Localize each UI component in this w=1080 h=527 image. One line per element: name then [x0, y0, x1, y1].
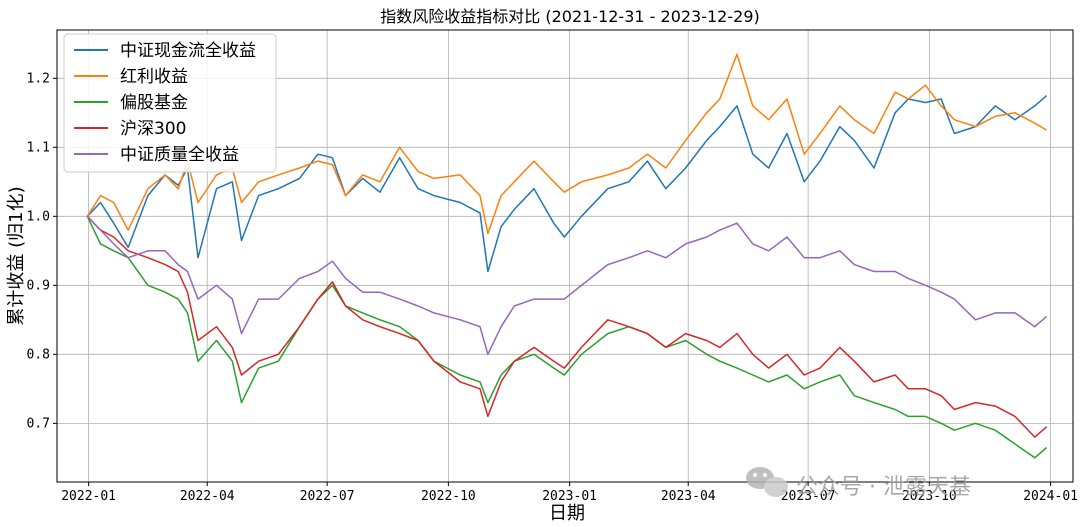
legend-box	[63, 33, 277, 173]
y-tick-label: 1.1	[27, 140, 50, 155]
wechat-icon	[746, 467, 788, 497]
series-line-3	[86, 215, 1048, 459]
y-tick-label: 0.8	[27, 347, 50, 362]
legend-label: 偏股基金	[120, 93, 188, 113]
series-line-1	[86, 95, 1048, 273]
x-axis-label: 日期	[549, 503, 585, 524]
y-tick-label: 1.0	[27, 209, 50, 224]
x-tick-label: 2023-07	[781, 489, 836, 504]
x-tick-label: 2022-07	[300, 489, 355, 504]
chart-title: 指数风险收益指标对比 (2021-12-31 - 2023-12-29)	[380, 7, 760, 26]
x-tick-label: 2023-10	[902, 489, 957, 504]
series-line-4	[86, 215, 1048, 438]
x-tick-label: 2022-10	[421, 489, 476, 504]
watermark-text: 公众号 · 泄露天基	[796, 475, 971, 500]
x-axis: 2022-01 2022-04 2022-07 2022-10 2023-01 2023-…	[61, 482, 1078, 504]
y-tick-label: 1.2	[27, 71, 50, 86]
legend-label: 沪深300	[120, 119, 186, 139]
y-axis: 0.7 0.8 0.9 1.0 1.1 1.2	[27, 71, 57, 431]
x-tick-label: 2022-04	[180, 489, 235, 504]
legend-label: 中证质量全收益	[120, 145, 239, 165]
y-tick-label: 0.7	[27, 416, 50, 431]
legend-label: 红利收益	[120, 67, 188, 87]
watermark: 公众号 · 泄露天基	[746, 467, 971, 500]
x-tick-label: 2023-04	[661, 489, 716, 504]
x-tick-label: 2022-01	[61, 489, 116, 504]
plot-area-frame	[56, 29, 1074, 483]
x-tick-label: 2024-01	[1023, 489, 1078, 504]
y-tick-label: 0.9	[27, 278, 50, 293]
y-axis-label: 累计收益 (归1化)	[6, 186, 27, 325]
x-tick-label: 2023-01	[542, 489, 597, 504]
legend-label: 中证现金流全收益	[120, 41, 256, 61]
series-line-5	[86, 215, 1048, 356]
